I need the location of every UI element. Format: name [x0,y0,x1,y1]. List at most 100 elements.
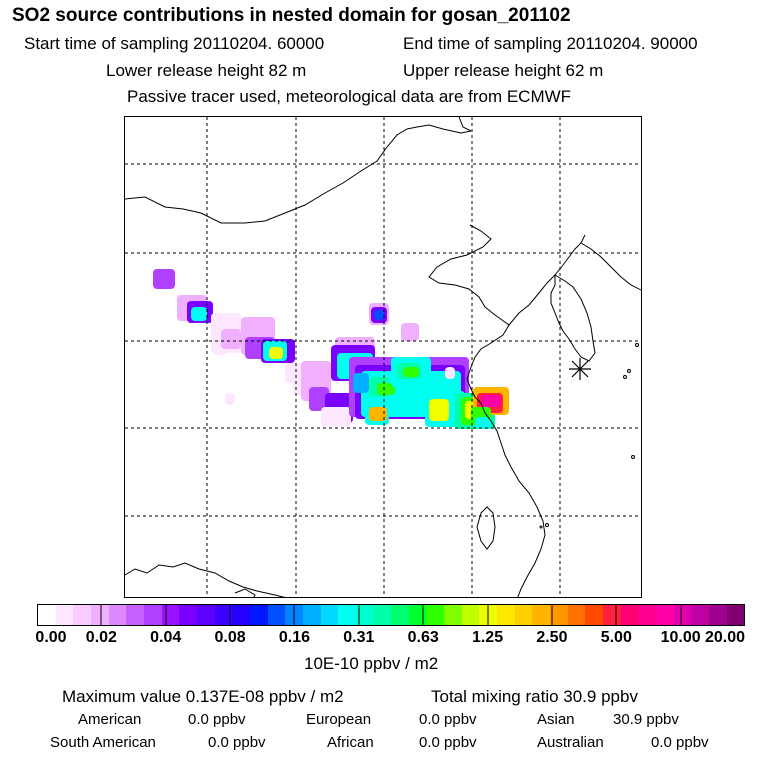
plume-cell [309,387,329,411]
bohai-coast [428,224,546,597]
australian-value: 0.0 ppbv [651,734,709,751]
colorbar-tick-label: 0.04 [150,629,182,646]
island-6 [635,343,639,347]
colorbar-tick-label: 0.16 [278,629,311,646]
asterisk-icon [569,358,591,380]
plume-cell [221,329,241,349]
plume-cell [191,307,207,321]
colorbar-segment [249,605,268,625]
colorbar-segment [196,605,215,625]
colorbar-tick-label: 20.00 [704,629,746,646]
colorbar-segment [567,605,586,625]
colorbar-segment [497,605,515,625]
island-3 [631,455,635,459]
colorbar-dividers [100,604,682,626]
colorbar-segment [179,605,197,625]
african-value: 0.0 ppbv [419,734,477,751]
colorbar-segment [338,605,356,625]
island-2 [627,369,631,373]
plume-cell [321,407,351,427]
colorbar-segment [73,605,91,625]
plume-cell [403,367,419,377]
end-time: End time of sampling 20110204. 90000 [403,34,698,53]
gridlines [125,117,641,597]
plume-cell [481,395,501,407]
concentration-plume [153,269,509,429]
colorbar-segment [426,605,445,625]
colorbar-segment [108,605,127,625]
colorbar-segment [620,605,639,625]
colorbar-tick-label: 0.00 [35,629,67,646]
colorbar-segment [373,605,392,625]
colorbar-segment [143,605,162,625]
lower-release-height: Lower release height 82 m [106,61,307,80]
colorbar-segment [267,605,286,625]
colorbar [37,604,745,626]
colorbar-segment [655,605,674,625]
model-note: Passive tracer used, meteorological data… [127,87,572,106]
map-panel [124,116,642,598]
european-value: 0.0 ppbv [419,711,477,728]
colorbar-tick-label: 0.31 [343,629,375,646]
colorbar-segment [691,605,709,625]
colorbar-tick-label: 2.50 [536,629,568,646]
colorbar-segment [90,605,109,625]
plume-cell [353,373,369,393]
island-5 [539,525,543,529]
south-american-value: 0.0 ppbv [208,734,266,751]
colorbar-segment [355,605,374,625]
colorbar-unit: 10E-10 ppbv / m2 [304,654,439,673]
plume-cell [269,347,283,359]
asian-label: Asian [537,711,575,728]
taiwan [476,506,496,550]
map-svg [125,117,641,597]
hainan [234,588,256,597]
colorbar-segment [550,605,568,625]
plume-cell [377,383,395,395]
colorbar-segment [514,605,533,625]
upper-release-height: Upper release height 62 m [403,61,604,80]
colorbar-tick-label: 10.00 [660,629,701,646]
colorbar-tick-label: 5.00 [600,629,632,646]
plume-cell [401,323,419,341]
colorbar-segment [673,605,692,625]
coastlines [125,117,641,597]
colorbar-segment [320,605,339,625]
plume-cell [445,367,455,379]
colorbar-tick-label: 0.63 [407,629,439,646]
plume-cell [429,399,449,421]
american-value: 0.0 ppbv [188,711,246,728]
colorbar-segment [214,605,233,625]
european-label: European [306,711,372,728]
colorbar-segment [38,605,56,625]
plume-cell [369,407,387,421]
colorbar-segment [302,605,321,625]
start-time: Start time of sampling 20110204. 60000 [24,34,325,53]
colorbar-segment [444,605,462,625]
plume-cell [153,269,175,289]
colorbar-segment [55,605,74,625]
colorbar-segment [232,605,250,625]
colorbar-tick-label: 0.08 [214,629,246,646]
island-1 [623,375,627,379]
colorbar-segment [638,605,656,625]
south-coast [125,562,286,597]
south-american-label: South American [50,734,156,751]
african-label: African [327,734,374,751]
colorbar-segment [532,605,551,625]
korea-border [508,234,586,326]
plot-title: SO2 source contributions in nested domai… [12,5,571,26]
plume-cell [475,417,491,429]
colorbar-segment [126,605,144,625]
total-mixing-ratio: Total mixing ratio 30.9 ppbv [431,687,638,706]
east-border [580,242,641,291]
plume-cell [374,310,384,320]
asian-value: 30.9 ppbv [613,711,679,728]
colorbar-tick-label: 1.25 [471,629,504,646]
colorbar-segment [391,605,409,625]
plume-cell [225,393,235,405]
american-label: American [78,711,142,728]
colorbar-segment [408,605,427,625]
max-value: Maximum value 0.137E-08 ppbv / m2 [62,687,344,706]
north-border [125,124,472,224]
